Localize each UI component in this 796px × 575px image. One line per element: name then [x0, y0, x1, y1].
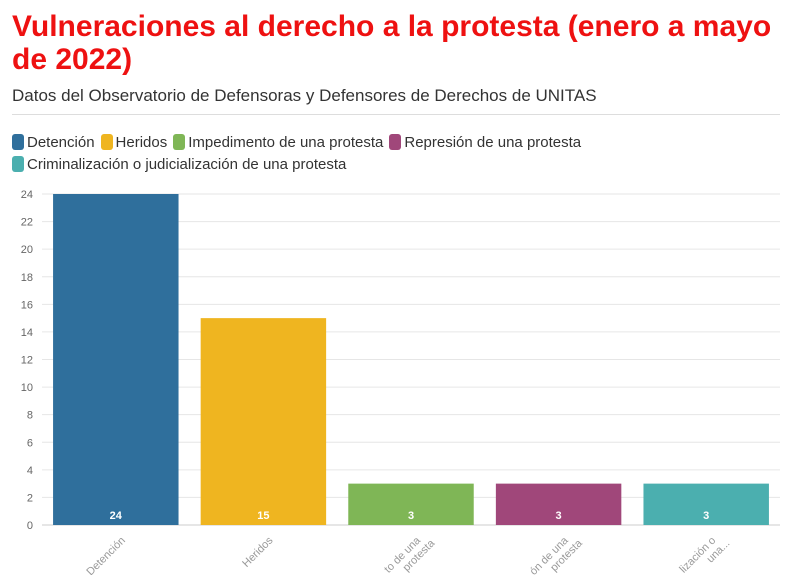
- legend-label: Represión de una protesta: [404, 133, 582, 151]
- x-tick-label-line: Detención: [84, 535, 128, 575]
- legend-swatch: [100, 134, 113, 150]
- y-tick-label: 22: [21, 217, 33, 229]
- x-tick-label: lización ouna...: [677, 529, 732, 575]
- bar: [53, 194, 179, 525]
- y-tick-label: 0: [27, 520, 33, 532]
- legend-swatch: [389, 134, 402, 150]
- bar-value-label: 24: [110, 510, 123, 522]
- legend-label: Detención: [27, 133, 95, 151]
- legend-swatch: [173, 134, 186, 150]
- y-tick-label: 24: [21, 189, 33, 201]
- chart-title: Vulneraciones al derecho a la protesta (…: [12, 10, 772, 76]
- x-tick-label-line: Heridos: [240, 534, 276, 570]
- x-tick-label: Detención: [84, 535, 128, 575]
- chart-subtitle: Datos del Observatorio de Defensoras y D…: [12, 86, 597, 105]
- legend-item[interactable]: Detención: [12, 132, 95, 152]
- y-tick-label: 2: [27, 492, 33, 504]
- y-tick-label: 18: [21, 272, 33, 284]
- y-tick-label: 4: [27, 465, 33, 477]
- x-tick-label: to de unaprotesta: [382, 528, 438, 575]
- chart-legend: Detención Heridos Impedimento de una prote…: [12, 132, 782, 174]
- legend-swatch: [12, 156, 24, 172]
- legend-label: Criminalización o judicialización de una…: [27, 155, 347, 173]
- bar-value-label: 3: [703, 510, 709, 522]
- legend-label: Impedimento de una protesta: [188, 133, 384, 151]
- x-tick-label: Heridos: [240, 534, 276, 570]
- legend-item[interactable]: Criminalización o judicialización de una…: [12, 154, 346, 174]
- legend-item[interactable]: Represión de una protesta: [389, 132, 581, 152]
- legend-item[interactable]: Heridos: [100, 132, 168, 152]
- bar: [643, 483, 769, 525]
- y-tick-label: 6: [27, 437, 33, 449]
- y-tick-label: 20: [21, 244, 33, 256]
- bar: [200, 318, 327, 525]
- bar: [348, 483, 474, 525]
- y-tick-label: 10: [21, 382, 33, 394]
- legend-label: Heridos: [115, 133, 168, 151]
- y-tick-label: 14: [21, 327, 33, 339]
- bar-value-label: 3: [408, 510, 414, 522]
- x-tick-label: ón de unaprotesta: [528, 528, 586, 575]
- bar-value-label: 15: [257, 510, 269, 522]
- y-tick-label: 8: [27, 410, 33, 422]
- bar-chart: 02468101214161820222424Detención15Herido…: [21, 189, 780, 575]
- header-divider: [12, 114, 780, 115]
- legend-item[interactable]: Impedimento de una protesta: [173, 132, 383, 152]
- y-tick-label: 16: [21, 299, 33, 311]
- bar: [495, 483, 622, 525]
- legend-swatch: [12, 134, 24, 150]
- bar-value-label: 3: [556, 510, 562, 522]
- y-tick-label: 12: [21, 355, 33, 367]
